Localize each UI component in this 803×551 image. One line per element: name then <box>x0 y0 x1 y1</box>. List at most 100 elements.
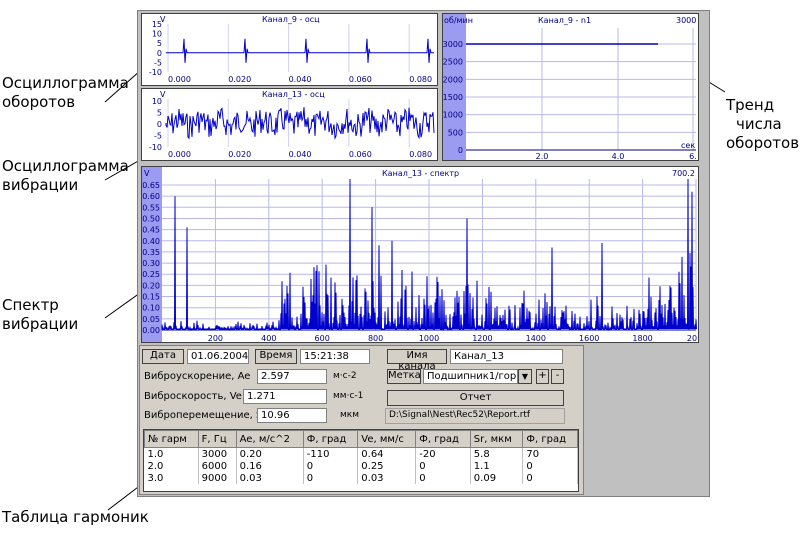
harmonics-column-header[interactable]: Ae, м/с^2 <box>235 430 304 448</box>
osc-rpm-xtick: 0.060 <box>349 75 372 84</box>
spectrum-xtick: 1400 <box>526 334 546 343</box>
harmonics-cell: 0.64 <box>357 447 417 460</box>
trend-xtick: 6. <box>689 152 697 161</box>
osc-vibration-xtick: 0.000 <box>168 150 191 159</box>
time-field[interactable]: 15:21:38 <box>300 349 370 364</box>
spectrum-xtick: 400 <box>261 334 276 343</box>
osc-rpm-title: Канал_9 - осц <box>262 15 320 24</box>
annotation-spectrum: Спектр вибрации <box>2 296 79 333</box>
spectrum-title: Канал_13 - спектр <box>382 169 460 178</box>
trend-unit: об/мин <box>444 16 473 25</box>
osc-rpm-ytick: -5 <box>154 58 162 67</box>
spectrum-ytick: 0.50 <box>142 214 160 223</box>
spectrum-xtick: 20 <box>687 334 697 343</box>
harmonics-column-header[interactable]: Sr, мкм <box>469 430 524 448</box>
spectrum-xtick: 1000 <box>419 334 439 343</box>
spectrum-axis-strip <box>142 167 162 342</box>
harmonics-cell: 0 <box>415 472 471 484</box>
annotation-trend: Тренд числа оборотов <box>726 96 800 152</box>
velocity-field[interactable]: 1.271 <box>243 389 327 404</box>
osc-rpm-panel: Канал_9 - осц V 15 10 5 0 -5 -10 0.000 0.020 0.0… <box>141 13 438 86</box>
osc-vibration-xtick: 0.080 <box>409 150 432 159</box>
mark-label: Метка <box>387 369 421 384</box>
report-button[interactable]: Отчет <box>387 390 564 406</box>
date-label: Дата <box>142 349 184 364</box>
harmonics-cell: -110 <box>303 447 359 460</box>
trend-axis-strip <box>443 14 466 160</box>
spectrum-ytick: 0.20 <box>142 281 160 290</box>
osc-rpm-ytick: 0 <box>157 49 162 58</box>
trend-ytick: 0 <box>458 146 463 155</box>
harmonics-table: № гарм F, Гц Ae, м/с^2 Ф, град Ve, мм/с Ф, гр… <box>144 430 578 484</box>
harmonics-cell: 9000 <box>198 472 237 484</box>
osc-vibration-ytick: 10 <box>152 97 162 106</box>
harmonics-column-header[interactable]: F, Гц <box>197 430 237 448</box>
harmonics-cell: 5.8 <box>470 447 524 460</box>
spectrum-ytick: 0.55 <box>142 203 160 212</box>
osc-rpm-ytick: 10 <box>152 30 162 39</box>
harmonics-table-container: № гарм F, Гц Ae, м/с^2 Ф, град Ve, мм/с Ф, гр… <box>143 429 579 492</box>
spectrum-xtick: 1200 <box>472 334 492 343</box>
harmonics-cell: 0 <box>522 460 578 472</box>
spectrum-xtick: 200 <box>208 334 223 343</box>
report-path: D:\Signal\Nest\Rec52\Report.rtf <box>385 408 565 424</box>
harmonics-cell: 0.16 <box>236 460 304 472</box>
mark-select[interactable]: Подшипник1/гор. <box>423 369 518 384</box>
channel-field[interactable]: Канал_13 <box>450 349 563 364</box>
harmonics-column-header[interactable]: Ф, град <box>302 430 359 448</box>
harmonics-cell: 3000 <box>198 447 237 460</box>
spectrum-ytick: 0.10 <box>142 304 160 313</box>
spectrum-ytick: 0.60 <box>142 192 160 201</box>
spectrum-ytick: 0.15 <box>142 293 160 302</box>
channel-label: Имя канала <box>387 349 447 372</box>
harmonics-cell: 0.03 <box>236 472 304 484</box>
accel-field[interactable]: 2.597 <box>257 369 327 384</box>
trend-max-label: 3000 <box>676 16 697 25</box>
harmonics-cell: 70 <box>522 447 578 460</box>
mark-remove-button[interactable]: - <box>551 369 564 384</box>
spectrum-ytick: 0.65 <box>142 181 160 190</box>
trend-ytick: 1500 <box>443 93 463 102</box>
harmonics-cell: 2.0 <box>144 460 199 472</box>
harmonics-row[interactable]: 2.0 6000 0.16 0 0.25 0 1.1 0 <box>144 460 578 472</box>
harmonics-row[interactable]: 3.0 9000 0.03 0 0.03 0 0.09 0 <box>144 472 578 484</box>
osc-rpm-xtick: 0.040 <box>289 75 312 84</box>
harmonics-column-header[interactable]: Ф, град <box>415 430 471 448</box>
osc-vibration-ytick: 5 <box>157 109 162 118</box>
osc-vibration-title: Канал_13 - осц <box>262 90 325 99</box>
trend-ytick: 2000 <box>443 75 463 84</box>
harmonics-column-header[interactable]: Ve, мм/с <box>357 430 417 448</box>
accel-unit: м·с-2 <box>333 371 357 381</box>
harmonics-cell: 0 <box>303 460 359 472</box>
harmonics-cell: 6000 <box>198 460 237 472</box>
spectrum-chart: 0.65 0.60 0.55 0.50 0.45 0.40 0.35 0.30 0.25 0.20… <box>142 178 697 343</box>
spectrum-xtick: 1800 <box>632 334 652 343</box>
date-field[interactable]: 01.06.2004 <box>187 349 249 364</box>
harmonics-cell: 0.03 <box>357 472 417 484</box>
harmonics-row[interactable]: 1.0 3000 0.20 -110 0.64 -20 5.8 70 <box>144 447 578 460</box>
osc-vibration-xtick: 0.020 <box>228 150 251 159</box>
osc-rpm-xtick: 0.000 <box>168 75 191 84</box>
trend-xtick: 4.0 <box>612 152 625 161</box>
osc-rpm-ytick: 5 <box>157 39 162 48</box>
annotation-harmonics: Таблица гармоник <box>2 508 149 526</box>
osc-vibration-line <box>165 107 435 141</box>
annotation-osc-vibration: Осциллограмма вибрации <box>2 157 129 194</box>
trend-ytick: 3000 <box>443 40 463 49</box>
spectrum-ytick: 0.30 <box>142 259 160 268</box>
spectrum-max-label: 700.2 <box>672 169 695 178</box>
trend-xtick: 2.0 <box>536 152 549 161</box>
harmonics-column-header[interactable]: Ф, град <box>522 430 578 448</box>
harmonics-cell: 1.1 <box>470 460 524 472</box>
velocity-label: Виброскорость, Ve <box>144 391 242 402</box>
harmonics-cell: 0.20 <box>236 447 304 460</box>
displacement-field[interactable]: 10.96 <box>257 408 327 423</box>
osc-rpm-ytick: -10 <box>149 68 162 77</box>
spectrum-line <box>161 178 697 332</box>
mark-add-button[interactable]: + <box>536 369 549 384</box>
spectrum-xtick: 600 <box>315 334 330 343</box>
spectrum-xtick: 1600 <box>579 334 599 343</box>
harmonics-column-header[interactable]: № гарм <box>144 430 199 448</box>
osc-vibration-panel: Канал_13 - осц V 10 5 0 -5 -10 0.000 0.020 0.04… <box>141 88 438 161</box>
mark-dropdown-button[interactable]: ▼ <box>518 369 532 384</box>
